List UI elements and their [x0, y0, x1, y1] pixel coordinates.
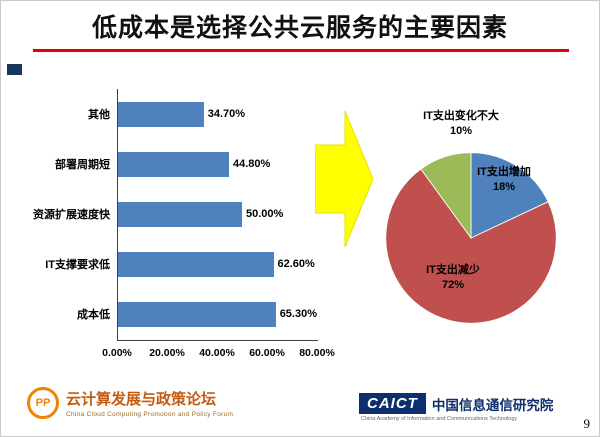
- page-number: 9: [583, 416, 591, 431]
- pie-slice: [385, 168, 557, 324]
- forum-logo-icon: PP: [27, 387, 59, 419]
- bar-category-label: 资源扩展速度快: [33, 209, 110, 221]
- pie-slice: [420, 152, 472, 240]
- pie-label-no-change-pct: 10%: [449, 124, 473, 137]
- bar-x-tick-label: 40.00%: [199, 347, 235, 359]
- bar-rows: 其他 34.70% 部署周期短 44.80% 资源扩展速度快 50.00% IT支撑要求低 6…: [23, 89, 317, 339]
- pie-label-decrease-text: IT支出减少: [426, 264, 480, 276]
- bar: [117, 301, 276, 327]
- bar-category-label: IT支撑要求低: [45, 259, 110, 271]
- bar-row: IT支撑要求低 62.60%: [23, 239, 317, 289]
- footer-right-logo: CAICT 中国信息通信研究院 China Academy of Informa…: [359, 393, 553, 422]
- bar-chart: 其他 34.70% 部署周期短 44.80% 资源扩展速度快 50.00% IT支撑要求低 6…: [23, 89, 335, 367]
- caict-logo-icon: CAICT: [359, 393, 426, 414]
- bar-row: 资源扩展速度快 50.00%: [23, 189, 317, 239]
- pie-label-decrease-pct: 72%: [441, 278, 465, 291]
- pie-slice: [470, 152, 549, 239]
- bar-category-label: 部署周期短: [55, 159, 110, 171]
- pie-svg: [385, 152, 557, 324]
- bar-category-label: 其他: [88, 109, 110, 121]
- forum-logo-subtitle: China Cloud Computing Promotion and Poli…: [66, 411, 234, 418]
- footer-left-logo: PP 云计算发展与政策论坛 China Cloud Computing Prom…: [27, 387, 233, 419]
- bar: [117, 201, 242, 227]
- bar-row: 其他 34.70%: [23, 89, 317, 139]
- bar-row: 成本低 65.30%: [23, 289, 317, 339]
- bar: [117, 251, 274, 277]
- bar-category-label: 成本低: [77, 309, 110, 321]
- caict-logo-name: 中国信息通信研究院: [431, 397, 554, 413]
- bar-x-tick-label: 80.00%: [299, 347, 335, 359]
- bar-value-label: 50.00%: [246, 208, 284, 220]
- pie-label-increase-pct: 18%: [492, 180, 516, 193]
- bar-y-axis-line: [117, 89, 118, 340]
- bar: [117, 151, 229, 177]
- pie-label-no-change-text: IT支出变化不大: [423, 110, 499, 122]
- bar-value-label: 65.30%: [279, 308, 317, 320]
- bar-x-tick-label: 0.00%: [102, 347, 132, 359]
- pie-label-decrease: IT支出减少 72%: [401, 263, 505, 293]
- right-arrow-icon: [315, 111, 373, 247]
- forum-logo-name: 云计算发展与政策论坛: [66, 391, 217, 408]
- bar-x-axis-line: [117, 340, 318, 341]
- bar-x-tick-label: 60.00%: [249, 347, 285, 359]
- bar: [117, 101, 204, 127]
- bar-value-label: 62.60%: [277, 258, 315, 270]
- bar-value-label: 34.70%: [207, 108, 246, 120]
- pie-label-increase: IT支出增加 18%: [459, 165, 549, 195]
- pie-label-no-change: IT支出变化不大 10%: [391, 109, 531, 139]
- bar-row: 部署周期短 44.80%: [23, 139, 317, 189]
- bar-value-label: 44.80%: [233, 158, 271, 170]
- title-underline: [33, 49, 569, 52]
- pie-label-increase-text: IT支出增加: [477, 166, 531, 178]
- corner-square-decoration: [7, 64, 22, 75]
- caict-logo-subtitle: China Academy of Information and Communi…: [361, 416, 518, 422]
- bar-x-tick-label: 20.00%: [149, 347, 185, 359]
- bar-x-ticks: 0.00% 20.00% 40.00% 60.00% 80.00%: [102, 347, 335, 361]
- slide-title: 低成本是选择公共云服务的主要因素: [91, 14, 508, 42]
